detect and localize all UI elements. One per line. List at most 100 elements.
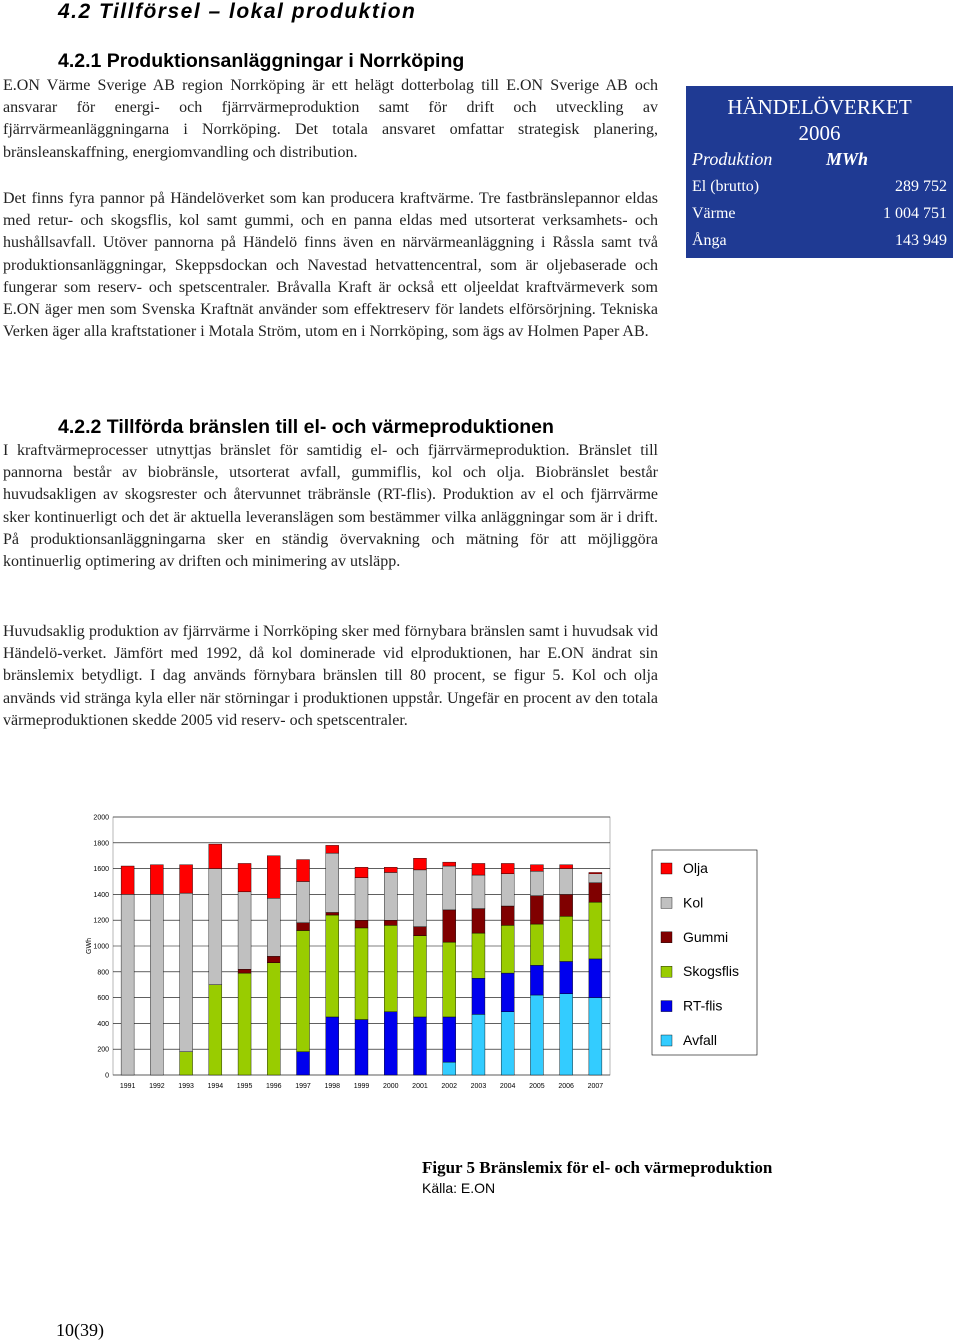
bar-segment [559,864,573,869]
cell: Ånga [692,232,727,249]
bar-segment [530,923,544,966]
bar-segment [208,868,223,985]
bar-segment [559,916,573,962]
bar-segment [150,894,164,1076]
legend-label: Olja [683,860,708,876]
bar-segment [471,863,486,876]
legend-label: RT-flis [683,998,722,1014]
y-tick-label: 1600 [93,866,109,873]
x-tick-label: 2006 [558,1083,574,1090]
x-tick-label: 2007 [588,1083,604,1090]
legend-swatch [660,965,673,978]
bar-segment [237,863,252,893]
x-tick-label: 2005 [529,1083,545,1090]
bar-segment [384,1011,398,1076]
y-tick-label: 200 [97,1047,109,1054]
legend-label: Kol [683,894,703,910]
chart: 0 200 400 600 800 1000 1200 1400 1600 1800 2000 GWh… [86,815,758,1090]
bar-segment [325,845,339,854]
bar-segment [471,932,486,979]
bar-segment [588,997,603,1076]
table-row: El (brutto) 289 752 [686,173,953,200]
bar-segment [442,1061,456,1076]
bar-segment [237,972,252,1076]
bar-segment [354,919,369,929]
section-title: 4.2.1 Produktionsanläggningar i Norrköpi… [58,50,465,72]
page-number: 10(39) [56,1320,104,1340]
bar-segment [442,1016,456,1063]
y-tick-label: 2000 [93,815,109,822]
x-tick-label: 2004 [500,1083,516,1090]
cell: 289 752 [895,178,947,195]
x-tick-label: 1998 [324,1083,340,1090]
header-cell: MWh [826,149,869,169]
bar-segment [296,1051,310,1076]
bar-segment [588,882,603,903]
x-tick-label: 2003 [471,1083,487,1090]
bar-segment [559,993,573,1076]
y-tick-label: 1200 [93,918,109,925]
legend-box [651,849,758,1056]
bar-segment [384,925,398,1012]
figure-caption: Figur 5 Bränslemix för el- och värmeprod… [422,1158,773,1177]
table-year: 2006 [798,121,841,145]
table-title: HÄNDELÖVERKET [727,95,912,119]
bar-segment [267,956,281,963]
bar-segment [500,905,515,926]
bar-segment [530,870,544,896]
bar-segment [530,994,544,1076]
y-tick-label: 1000 [93,944,109,951]
paragraph: Det finns fyra pannor på Händelöverket s… [3,190,658,341]
x-tick-label: 1993 [178,1083,194,1090]
x-tick-label: 1996 [266,1083,282,1090]
bar-segment [530,864,544,872]
x-tick-label: 2000 [383,1083,399,1090]
x-tick-label: 1994 [208,1083,224,1090]
x-tick-label: 2002 [441,1083,457,1090]
bar-segment [354,1019,369,1076]
bar-segment [325,914,339,1018]
bar-segment [384,867,398,873]
bar-segment [530,965,544,996]
bar-segment [559,961,573,994]
y-tick-label: 600 [97,995,109,1002]
paragraph: Huvudsaklig produktion av fjärrvärme i N… [3,623,658,729]
bar-segment [500,925,515,974]
x-tick-label: 1995 [237,1083,253,1090]
bar-segment [354,867,369,878]
bar-segment [179,1051,193,1076]
bar-segment [588,958,603,998]
bar-segment [325,852,339,913]
table-row: Värme 1 004 751 [686,200,953,227]
section-title: 4.2.2 Tillförda bränslen till el- och vä… [58,416,554,438]
bar-segment [559,894,573,917]
bar-segment [384,872,398,921]
bar-segment [588,872,603,874]
y-tick-label: 800 [97,969,109,976]
bar-segment [588,873,603,883]
bar-segment [471,908,486,934]
bar-segment [325,912,339,916]
production-table: HÄNDELÖVERKET 2006 Produktion MWh El (br… [686,86,953,258]
bar-segment [296,930,310,1052]
bar-segment [384,919,398,926]
legend-swatch [660,1034,673,1047]
cell: Värme [692,205,736,222]
bar-segment [120,865,135,895]
bar-segment [179,892,193,1052]
table-header: Produktion MWh [686,146,953,173]
bar-segment [471,1014,486,1076]
y-tick-label: 400 [97,1021,109,1028]
y-axis-label: GWh [86,938,93,954]
x-tick-label: 1999 [354,1083,370,1090]
bar-segment [500,873,515,907]
bar-segment [267,962,281,1076]
bar-segment [267,898,281,957]
bar-segment [530,895,544,925]
y-tick-label: 1400 [93,892,109,899]
bar-segment [559,868,573,895]
bar-segment [413,858,427,871]
bar-segment [413,935,427,1018]
